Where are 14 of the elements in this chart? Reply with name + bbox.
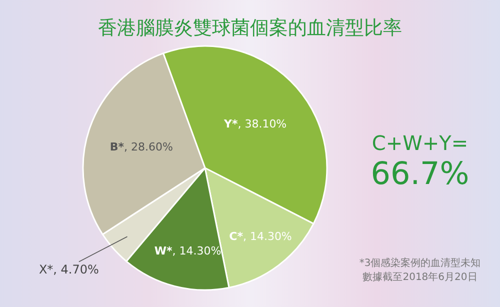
slice-label: W* [154,244,173,258]
slice-label: X*, 4.70% [38,262,99,277]
data-label: , 14.30% [242,230,292,244]
data-label: , 38.10% [238,118,287,131]
text: 66.7% [370,156,470,192]
text: 數據截至2018年6月20日 [362,271,478,283]
slice-label: C* [229,230,244,244]
slice-label: B* [110,140,124,154]
data-label: , 14.30% [172,244,222,258]
slice-label: Y* [222,118,238,131]
text: *3個感染案例的血清型未知 [359,257,481,269]
chart-title: 香港腦膜炎雙球菌個案的血清型比率 [98,17,402,39]
data-label: , 28.60% [124,140,173,154]
text: C+W+Y= [372,131,468,155]
